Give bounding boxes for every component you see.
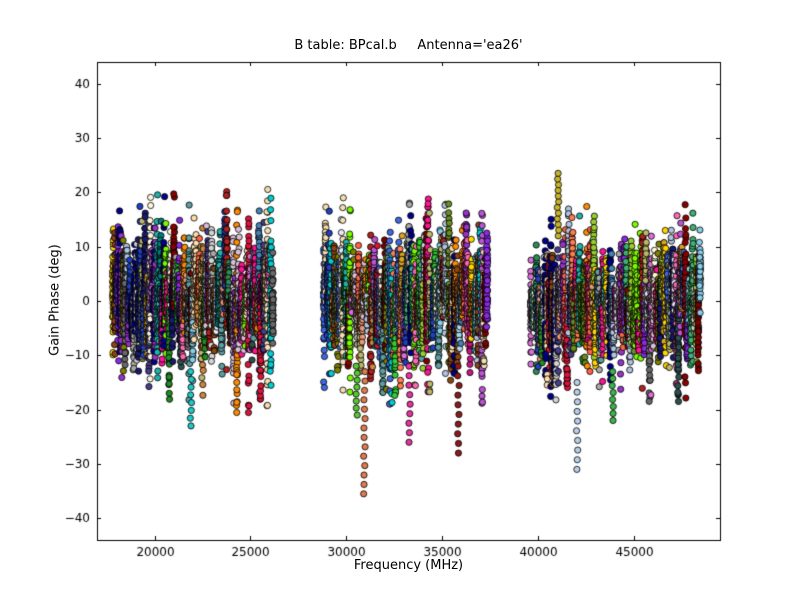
chart-title: B table: BPcal.b Antenna='ea26': [294, 38, 523, 53]
y-axis-label: Gain Phase (deg): [47, 244, 63, 356]
x-axis-label: Frequency (MHz): [353, 558, 464, 573]
